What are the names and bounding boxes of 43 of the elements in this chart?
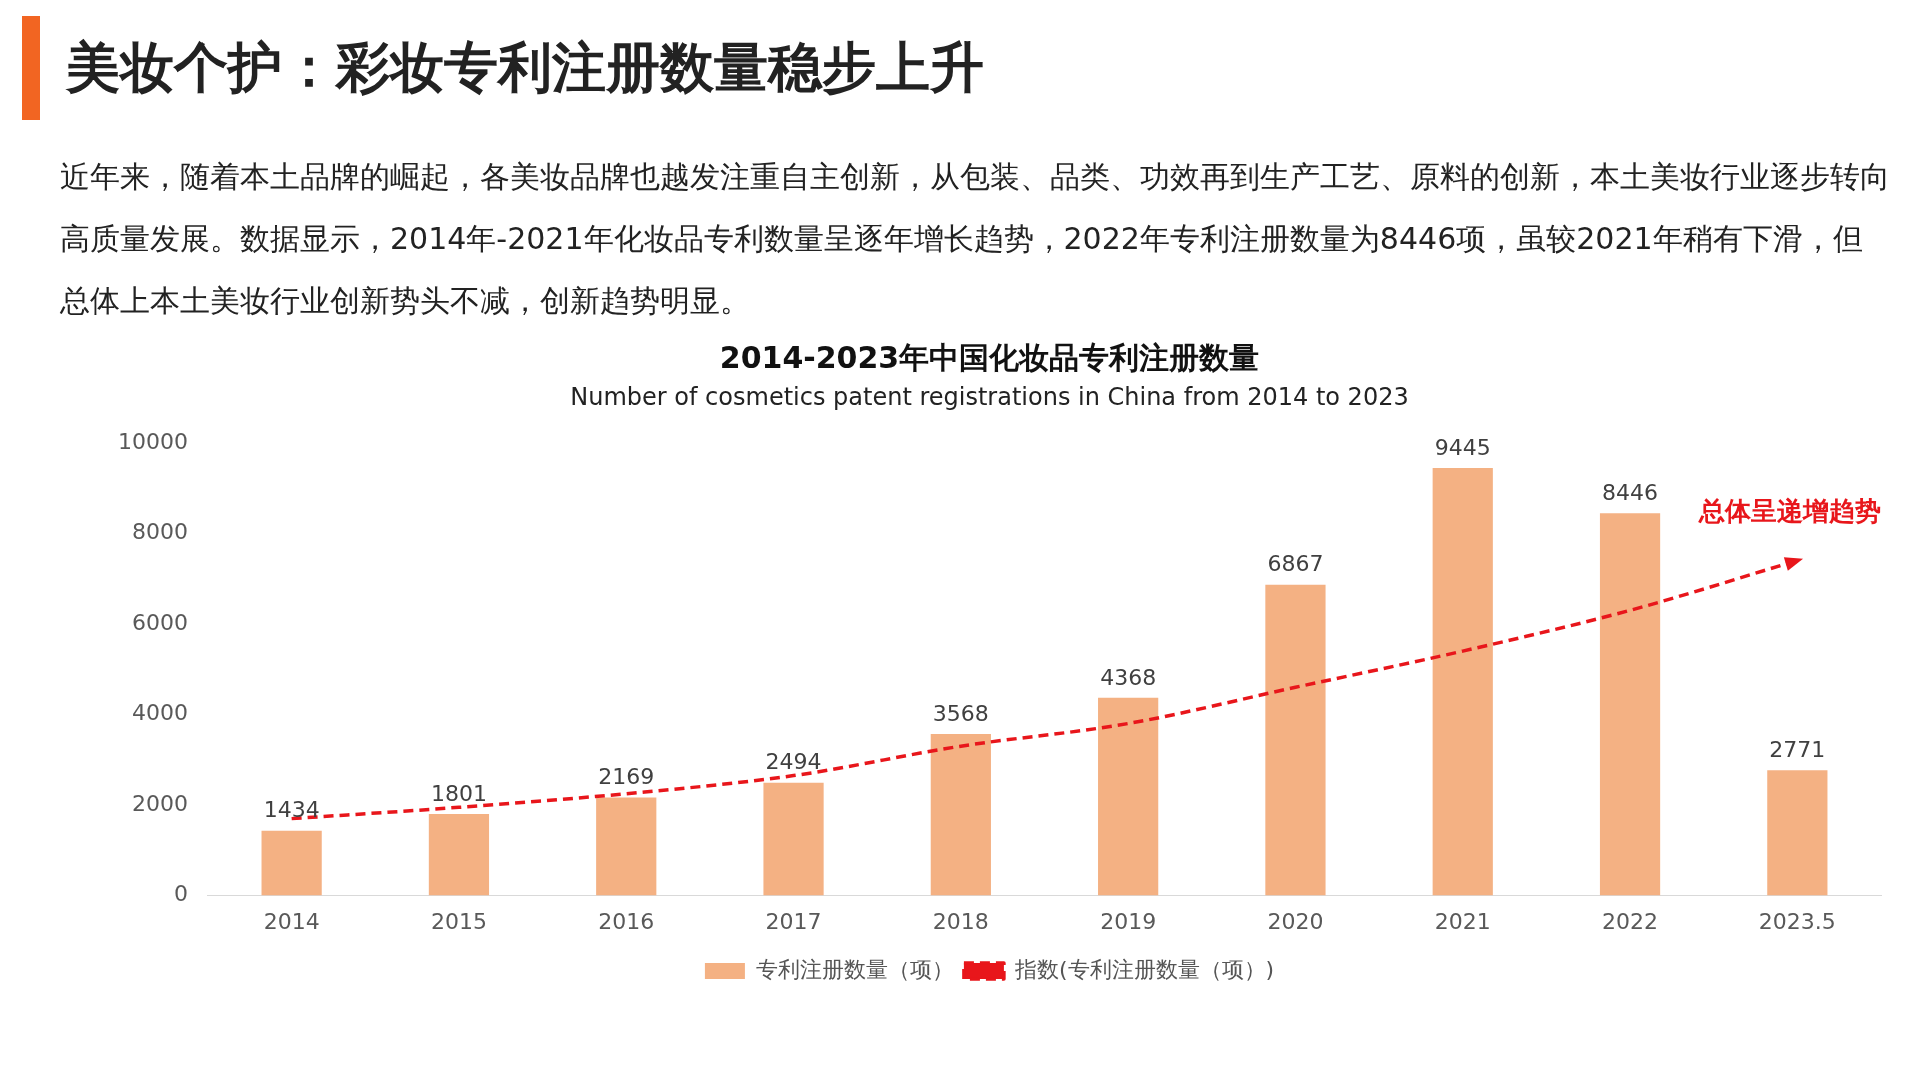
data-label: 9445 (1434, 434, 1491, 460)
legend-label: 指数(专利注册数量（项）) (1013, 956, 1275, 982)
x-tick-label: 2016 (598, 908, 655, 934)
y-tick-label: 10000 (117, 428, 188, 454)
bar (1767, 770, 1828, 896)
annotation: 总体呈递增趋势 (1698, 495, 1881, 526)
bar (1265, 584, 1326, 896)
bar (596, 797, 657, 896)
data-label: 2494 (765, 749, 822, 775)
data-label: 3568 (932, 700, 989, 726)
data-label: 2771 (1769, 736, 1826, 762)
text: 美妆个护：彩妆专利注册数量稳步上升 (66, 34, 984, 101)
x-tick-label: 2015 (430, 908, 487, 934)
data-label: 2169 (598, 764, 655, 790)
y-tick-label: 6000 (131, 609, 188, 635)
data-label: 6867 (1267, 551, 1324, 577)
x-tick-label: 2019 (1100, 908, 1157, 934)
y-tick-label: 8000 (131, 519, 188, 545)
x-tick-label: 2014 (263, 908, 320, 934)
chart-title: 2014-2023年中国化妆品专利注册数量 (719, 339, 1260, 375)
y-tick-label: 4000 (131, 700, 188, 726)
x-tick-label: 2023.5 (1758, 908, 1836, 934)
chart-subtitle: Number of cosmetics patent registrations in China from 2014 to 2023 (570, 382, 1409, 411)
bar (1599, 513, 1661, 896)
bar (261, 830, 322, 896)
x-tick-label: 2022 (1602, 908, 1659, 934)
bar (1098, 697, 1159, 896)
data-label: 8446 (1602, 479, 1659, 505)
x-tick-label: 2017 (765, 908, 822, 934)
y-tick-label: 0 (173, 881, 188, 907)
bar (930, 734, 991, 896)
bar (1432, 467, 1493, 896)
data-label: 1801 (430, 780, 487, 806)
x-tick-label: 2021 (1434, 908, 1491, 934)
data-label: 4368 (1100, 664, 1157, 690)
bar (428, 814, 490, 896)
legend-label: 专利注册数量（项） (755, 956, 954, 982)
y-tick-label: 2000 (131, 790, 188, 816)
bar (763, 782, 824, 896)
data-label: 1434 (263, 797, 320, 823)
x-tick-label: 2018 (932, 908, 989, 934)
x-tick-label: 2020 (1267, 908, 1324, 934)
text: 近年来，随着本土品牌的崛起，各美妆品牌也越发注重自主创新，从包装、品类、功效再到生产工艺、原料的创新，本土美妆行业逐步转向高质量发展。数据显示，2014年-2021年化妆品专利数量呈逐年增长趋势，2022年专利注册数量为8446项，虽较2021年稍有下滑，但总体上本土美妆行业创新势头不减，创新趋势明显。 (60, 158, 1891, 320)
